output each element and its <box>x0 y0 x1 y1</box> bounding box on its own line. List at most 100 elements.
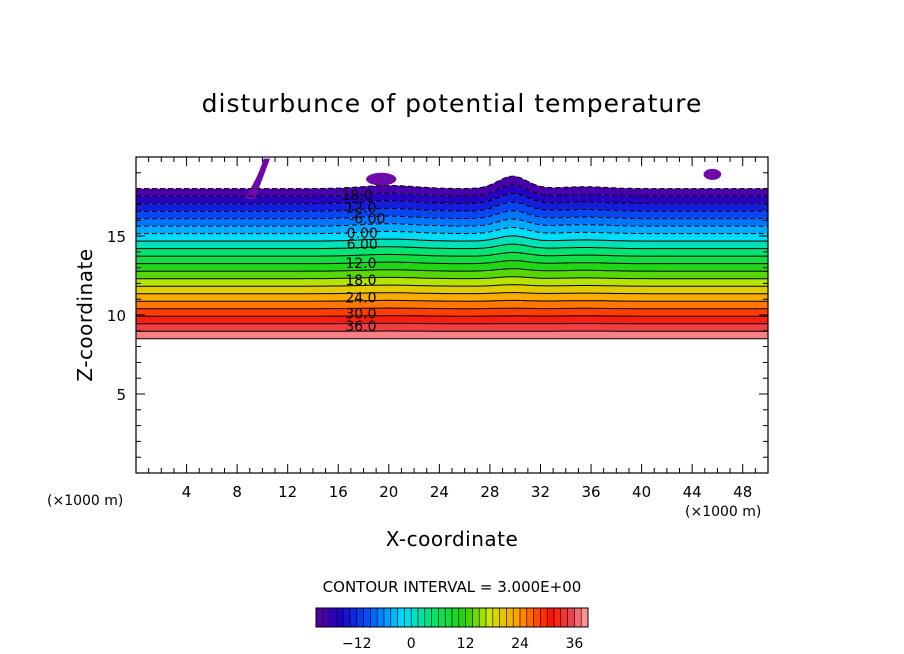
colorbar-swatch <box>336 607 344 628</box>
colorbar-tick-label: 36 <box>565 636 583 652</box>
colorbar-tick-label: 0 <box>407 636 416 652</box>
contour-line <box>136 243 768 250</box>
colorbar-swatch <box>485 607 494 628</box>
colorbar-swatch <box>451 607 460 628</box>
colorbar-swatch <box>492 607 501 628</box>
colorbar-swatch <box>540 607 548 628</box>
x-tick-label: 4 <box>182 483 192 501</box>
contour-band <box>136 323 768 332</box>
contour-line <box>136 291 768 295</box>
contour-line <box>136 276 768 280</box>
x-axis-label: X-coordinate <box>386 527 519 551</box>
contour-line <box>136 175 768 190</box>
contour-band <box>136 244 768 257</box>
colorbar-swatch <box>574 607 582 628</box>
colorbar-swatch <box>404 607 412 628</box>
colorbar-swatch <box>370 607 378 628</box>
colorbar-swatch <box>322 607 331 628</box>
contour-line <box>136 251 768 257</box>
x-tick-label: 40 <box>632 483 651 501</box>
contour-band <box>136 176 768 197</box>
contour-band <box>136 284 768 294</box>
contour-label: 24.0 <box>345 291 376 307</box>
y-axis-label: Z-coordinate <box>73 248 97 381</box>
contour-label: -6.00 <box>349 212 385 228</box>
colorbar-swatch <box>342 607 351 628</box>
contour-label: 12.0 <box>345 256 376 272</box>
contour-band <box>136 193 768 212</box>
colorbar-swatch <box>533 607 541 628</box>
y-tick-label: 5 <box>116 386 126 404</box>
contour-label: 30.0 <box>345 306 376 322</box>
colorbar-swatch <box>478 607 487 628</box>
colorbar-swatch <box>410 607 419 628</box>
chart-title: disturbunce of potential temperature <box>202 89 703 118</box>
contour-band <box>136 292 768 302</box>
contour-interval-text: CONTOUR INTERVAL = 3.000E+00 <box>323 578 582 596</box>
contour-label: 6.00 <box>347 237 378 253</box>
contour-blob <box>366 172 397 186</box>
x-tick-label: 8 <box>232 483 242 501</box>
contour-label: 18.0 <box>342 188 373 204</box>
contour-line <box>136 268 768 272</box>
contour-line <box>136 284 768 287</box>
colorbar-swatch <box>506 607 514 628</box>
colorbar-tick-label: −12 <box>342 636 372 652</box>
contour-label: 18.0 <box>345 273 376 289</box>
colorbar-swatch <box>356 607 365 628</box>
contour-band <box>136 210 768 227</box>
contour-band <box>136 227 768 242</box>
x-unit-label-right: (×1000 m) <box>685 504 761 520</box>
x-tick-label: 20 <box>379 483 398 501</box>
colorbar-swatch <box>363 607 371 628</box>
x-tick-label: 12 <box>278 483 297 501</box>
contour-band <box>136 300 768 309</box>
colorbar-frame <box>315 607 589 628</box>
colorbar-swatch <box>526 607 535 628</box>
x-tick-label: 16 <box>329 483 348 501</box>
x-unit-label-left: (×1000 m) <box>47 493 123 509</box>
colorbar-swatch <box>580 607 589 628</box>
x-tick-label: 28 <box>480 483 499 501</box>
colorbar-swatch <box>417 607 426 628</box>
colorbar-swatch <box>458 607 467 628</box>
colorbar-swatch <box>438 607 446 628</box>
contour-band <box>136 331 768 339</box>
colorbar-swatch <box>512 607 521 628</box>
colorbar-swatch <box>519 607 528 628</box>
contour-line <box>136 226 768 235</box>
x-tick-label: 24 <box>430 483 449 501</box>
contour-line <box>136 201 768 212</box>
contour-band <box>136 184 768 204</box>
contour-band <box>136 252 768 264</box>
y-tick-label: 10 <box>107 307 126 325</box>
colorbar-swatch <box>546 607 555 628</box>
colorbar-swatch <box>349 607 358 628</box>
colorbar-swatch <box>424 607 433 628</box>
colorbar-swatch <box>472 607 480 628</box>
contour-streak <box>244 158 270 200</box>
contour-line <box>136 192 768 205</box>
colorbar-swatch <box>431 607 439 628</box>
contour-line <box>136 259 768 265</box>
contour-line <box>136 235 768 242</box>
colorbar-swatch <box>553 607 562 628</box>
contour-blob <box>703 168 722 180</box>
x-tick-label: 32 <box>531 483 550 501</box>
colorbar-swatch <box>499 607 507 628</box>
colorbar-swatch <box>315 607 324 628</box>
contour-band <box>136 315 768 324</box>
contour-line <box>136 307 768 310</box>
colorbar-swatch <box>465 607 473 628</box>
colorbar-tick-label: 24 <box>511 636 529 652</box>
contour-band <box>136 308 768 317</box>
contour-line <box>136 210 768 220</box>
x-tick-label: 36 <box>581 483 600 501</box>
colorbar-swatch <box>560 607 569 628</box>
contour-line <box>136 299 768 302</box>
colorbar-tick-label: 12 <box>457 636 475 652</box>
colorbar-swatch <box>567 607 575 628</box>
colorbar-swatch <box>397 607 405 628</box>
